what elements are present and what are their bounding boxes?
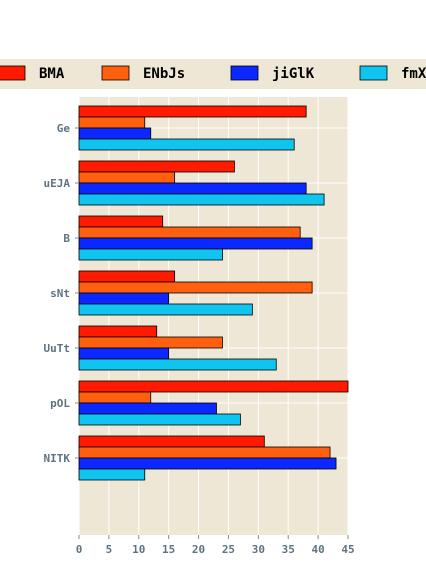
y-tick-label: sNt [50,287,70,300]
bar-ENbJs-NITK [78,446,331,459]
bar-ENbJs-Ge [78,116,146,129]
y-tick-label: Ge [57,122,71,135]
legend-label-ENbJs: ENbJs [143,66,185,82]
bar-ENbJs-sNt [78,281,313,294]
bar-BMA-pOL [78,380,349,393]
legend-label-fmX: fmX [401,66,426,82]
x-tick-label: 30 [252,543,265,556]
bar-fmX-UuTt [78,358,277,371]
bar-BMA-B [78,215,164,228]
bar-BMA-uEJA [78,160,235,173]
x-tick-label: 40 [311,543,324,556]
legend: BMA ENbJs jiGlK fmX [0,65,426,82]
bar-ENbJs-uEJA [78,171,176,184]
legend-swatch-BMA [0,65,26,81]
x-tick-labels: 0 5 10 15 20 25 30 35 40 45 [76,535,355,556]
y-tick-label: pOL [50,397,70,410]
bar-ENbJs-UuTt [78,336,223,349]
bar-fmX-sNt [78,303,253,316]
x-tick-label: 10 [132,543,145,556]
bar-jiGlK-B [78,237,313,250]
y-tick-label: NITK [44,452,71,465]
x-tick-label: 15 [162,543,175,556]
x-tick-label: 35 [282,543,295,556]
x-tick-label: 20 [192,543,205,556]
bar-fmX-Ge [78,138,295,151]
bar-jiGlK-pOL [78,402,217,415]
y-tick-label: uEJA [44,177,71,190]
x-tick-label: 0 [76,543,83,556]
bars [78,105,349,481]
x-tick-label: 5 [106,543,113,556]
legend-swatch-fmX [359,65,388,81]
bar-BMA-NITK [78,435,265,448]
legend-label-jiGlK: jiGlK [272,66,315,82]
bar-fmX-uEJA [78,193,325,206]
bar-BMA-sNt [78,270,176,283]
x-tick-label: 25 [222,543,235,556]
bar-jiGlK-UuTt [78,347,170,360]
bar-jiGlK-Ge [78,127,152,140]
bar-ENbJs-pOL [78,391,152,404]
bar-jiGlK-uEJA [78,182,307,195]
legend-swatch-jiGlK [230,65,259,81]
bar-BMA-UuTt [78,325,158,338]
bar-BMA-Ge [78,105,307,118]
bar-jiGlK-sNt [78,292,170,305]
legend-band [0,59,426,89]
bar-ENbJs-B [78,226,301,239]
y-tick-label: UuTt [44,342,71,355]
bar-jiGlK-NITK [78,457,337,470]
bar-fmX-NITK [78,468,146,481]
x-tick-label: 45 [341,543,354,556]
bar-fmX-B [78,248,223,261]
legend-label-BMA: BMA [39,66,65,82]
y-tick-label: B [63,232,70,245]
bar-fmX-pOL [78,413,241,426]
legend-swatch-ENbJs [101,65,130,81]
